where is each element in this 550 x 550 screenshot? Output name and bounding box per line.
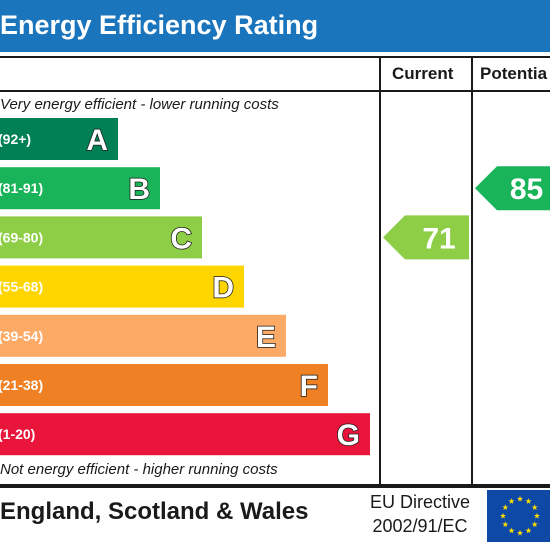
flag-star bbox=[516, 529, 524, 536]
band-g-bar bbox=[0, 413, 370, 456]
band-b-letter: B bbox=[128, 173, 150, 206]
band-d-letter: D bbox=[212, 272, 234, 305]
flag-star bbox=[499, 512, 507, 519]
band-d: (55-68) D bbox=[0, 265, 244, 308]
band-e-range: (39-54) bbox=[0, 328, 43, 344]
footer-divider bbox=[0, 486, 550, 488]
band-f-range: (21-38) bbox=[0, 377, 43, 393]
directive-line1: EU Directive bbox=[369, 492, 471, 512]
band-c-letter: C bbox=[170, 222, 192, 255]
band-b-range: (81-91) bbox=[0, 180, 43, 196]
potential-rating-arrow-value: 85 bbox=[510, 173, 543, 206]
band-g: (1-20) G bbox=[0, 413, 370, 456]
footer-region: England, Scotland & Wales bbox=[0, 498, 309, 525]
flag-star bbox=[533, 512, 541, 519]
band-d-bar bbox=[0, 265, 244, 308]
potential-rating-arrow-shape bbox=[475, 166, 550, 211]
band-a-range: (92+) bbox=[0, 131, 31, 147]
current-column-divider bbox=[379, 56, 381, 486]
current-rating-arrow-value: 71 bbox=[422, 222, 455, 255]
band-f-bar bbox=[0, 364, 328, 406]
band-e-letter: E bbox=[256, 321, 276, 354]
band-c-range: (69-80) bbox=[0, 229, 43, 245]
current-rating-arrow-shape bbox=[383, 215, 469, 260]
flag-star bbox=[508, 527, 515, 534]
band-a: (92+) A bbox=[0, 118, 118, 160]
band-a-letter: A bbox=[86, 124, 108, 157]
current-column-header: Current bbox=[392, 64, 454, 83]
potential-column-header: Potentia bbox=[480, 64, 548, 83]
flag-star bbox=[502, 504, 509, 511]
band-c-bar bbox=[0, 216, 202, 259]
potential-rating-arrow: 85 bbox=[475, 166, 550, 211]
band-e-bar bbox=[0, 314, 286, 357]
page-title: Energy Efficiency Rating bbox=[0, 10, 319, 40]
eu-directive: EU Directive 2002/91/EC bbox=[362, 490, 478, 538]
flag-star bbox=[508, 498, 515, 504]
band-e: (39-54) E bbox=[0, 314, 286, 357]
band-a-bar bbox=[0, 118, 118, 160]
title-bar: Energy Efficiency Rating bbox=[0, 0, 550, 52]
band-g-range: (1-20) bbox=[0, 426, 35, 442]
band-g-letter: G bbox=[337, 419, 360, 452]
flag-star bbox=[502, 521, 509, 528]
band-c: (69-80) C bbox=[0, 216, 202, 259]
flag-star bbox=[531, 504, 538, 511]
flag-star bbox=[525, 498, 532, 504]
band-f-letter: F bbox=[300, 370, 318, 403]
potential-column-divider bbox=[471, 56, 473, 486]
band-d-range: (55-68) bbox=[0, 279, 43, 295]
flag-star bbox=[525, 527, 532, 534]
top-note: Very energy efficient - lower running co… bbox=[0, 96, 279, 113]
bottom-note: Not energy efficient - higher running co… bbox=[0, 461, 278, 478]
directive-line2: 2002/91/EC bbox=[372, 516, 468, 536]
band-b-bar bbox=[0, 167, 160, 210]
band-f: (21-38) F bbox=[0, 364, 328, 406]
band-b: (81-91) B bbox=[0, 167, 160, 210]
eu-flag-icon bbox=[487, 490, 550, 542]
flag-star bbox=[516, 495, 524, 502]
chart-frame bbox=[0, 56, 550, 486]
header-divider bbox=[0, 90, 550, 92]
current-rating-arrow: 71 bbox=[383, 215, 469, 260]
flag-star bbox=[531, 521, 538, 528]
